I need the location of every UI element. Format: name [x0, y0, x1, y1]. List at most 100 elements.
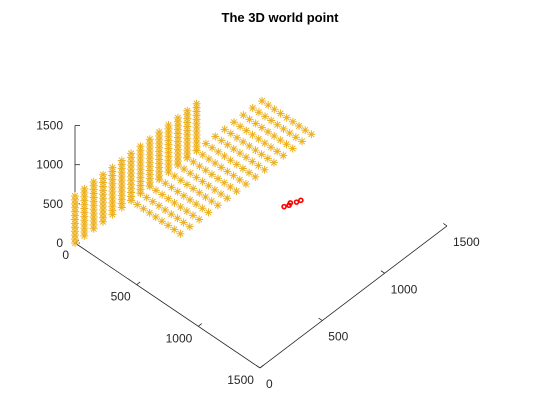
world-point-35	[204, 208, 213, 217]
world-point-19	[151, 186, 160, 195]
world-point-72	[201, 139, 210, 148]
world-point-95	[251, 146, 260, 155]
world-point-111	[257, 123, 266, 132]
world-point-81	[211, 132, 220, 141]
world-point-130	[282, 113, 291, 122]
world-point-49	[198, 177, 207, 186]
world-point-115	[282, 140, 291, 149]
world-point-22	[170, 198, 179, 207]
world-point-66	[211, 159, 220, 168]
x-tick-label-1: 500	[111, 290, 131, 304]
x-tick-2	[198, 323, 203, 327]
world-point-7	[170, 225, 179, 234]
world-point-41	[195, 188, 204, 197]
world-point-28	[161, 179, 170, 188]
world-point-64	[198, 150, 207, 159]
world-point-30	[173, 187, 182, 196]
world-point-316	[192, 99, 201, 108]
world-point-160	[80, 184, 89, 193]
world-point-96	[257, 150, 266, 159]
world-point-10	[142, 193, 151, 202]
world-point-131	[288, 117, 297, 126]
y-tick-3	[443, 223, 448, 227]
world-point-91	[226, 129, 235, 138]
world-point-290	[173, 113, 182, 122]
y-tick-1	[318, 317, 323, 321]
world-point-2	[139, 204, 148, 213]
world-point-15	[173, 214, 182, 223]
world-point-33	[192, 200, 201, 209]
world-point-102	[248, 130, 257, 139]
world-point-123	[285, 129, 294, 138]
world-point-67	[217, 163, 226, 172]
world-point-14	[167, 210, 176, 219]
world-point-110	[251, 119, 260, 128]
z-tick-label-1: 500	[43, 197, 63, 211]
world-point-116	[288, 144, 297, 153]
world-point-147	[71, 192, 79, 201]
world-point-59	[214, 174, 223, 183]
world-point-17	[185, 222, 194, 231]
world-point-212	[117, 156, 126, 165]
camera-point-4	[286, 202, 292, 209]
world-point-117	[248, 104, 257, 113]
world-point-94	[245, 142, 254, 151]
world-point-25	[188, 211, 197, 220]
world-point-34	[198, 204, 207, 213]
camera-point-2	[293, 199, 300, 205]
world-point-129	[276, 109, 285, 118]
world-point-126	[258, 96, 267, 105]
world-point-199	[108, 163, 117, 172]
world-point-50	[204, 181, 213, 190]
world-point-44	[213, 201, 222, 210]
world-point-89	[260, 165, 269, 174]
world-point-57	[201, 166, 210, 175]
world-point-106	[273, 147, 282, 156]
world-point-238	[136, 142, 145, 151]
chart-title: The 3D world point	[221, 10, 339, 25]
world-point-47	[186, 169, 195, 178]
world-point-5	[157, 217, 166, 226]
camera-point-3	[298, 197, 304, 204]
world-point-251	[145, 135, 154, 144]
y-tick-0	[256, 365, 261, 369]
world-point-13	[161, 205, 170, 214]
world-point-85	[235, 149, 244, 158]
world-point-109	[245, 115, 254, 124]
world-point-99	[229, 118, 238, 127]
world-point-3	[145, 208, 154, 217]
world-point-119	[261, 112, 270, 121]
world-point-82	[217, 136, 226, 145]
x-tick-3	[259, 364, 264, 369]
x-tick-1	[136, 281, 141, 285]
world-point-73	[208, 143, 217, 152]
world-point-107	[279, 151, 288, 160]
world-point-86	[242, 153, 251, 162]
world-point-70	[235, 175, 244, 184]
world-point-62	[232, 187, 241, 196]
world-point-21	[164, 194, 173, 203]
world-point-16	[179, 218, 188, 227]
world-point-76	[226, 156, 235, 165]
world-point-60	[220, 178, 229, 187]
y-axis-line	[259, 225, 448, 369]
world-point-29	[167, 183, 176, 192]
world-point-52	[217, 190, 226, 199]
world-point-225	[127, 149, 136, 158]
world-point-32	[185, 195, 194, 204]
x-tick-label-2: 1000	[166, 331, 193, 345]
world-point-98	[269, 158, 278, 167]
world-point-37	[170, 172, 179, 181]
world-point-104	[260, 139, 269, 148]
y-tick-label-3: 1500	[453, 235, 480, 249]
world-point-113	[270, 131, 279, 140]
world-point-20	[158, 190, 167, 199]
world-point-39	[183, 180, 192, 189]
world-point-118	[254, 108, 263, 117]
x-tick-label-0: 0	[62, 248, 69, 262]
world-point-133	[301, 126, 310, 135]
world-point-42	[201, 192, 210, 201]
world-point-173	[89, 177, 98, 186]
world-point-83	[223, 140, 232, 149]
